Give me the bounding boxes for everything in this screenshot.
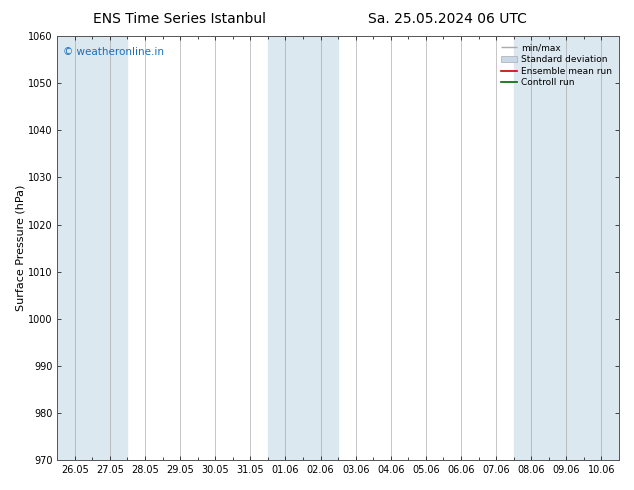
Text: Sa. 25.05.2024 06 UTC: Sa. 25.05.2024 06 UTC [368, 12, 527, 26]
Y-axis label: Surface Pressure (hPa): Surface Pressure (hPa) [15, 185, 25, 311]
Bar [268, 36, 338, 460]
Text: © weatheronline.in: © weatheronline.in [63, 47, 164, 57]
Bar [57, 36, 127, 460]
Legend: min/max, Standard deviation, Ensemble mean run, Controll run: min/max, Standard deviation, Ensemble me… [498, 41, 614, 90]
Bar [514, 36, 619, 460]
Text: ENS Time Series Istanbul: ENS Time Series Istanbul [93, 12, 266, 26]
